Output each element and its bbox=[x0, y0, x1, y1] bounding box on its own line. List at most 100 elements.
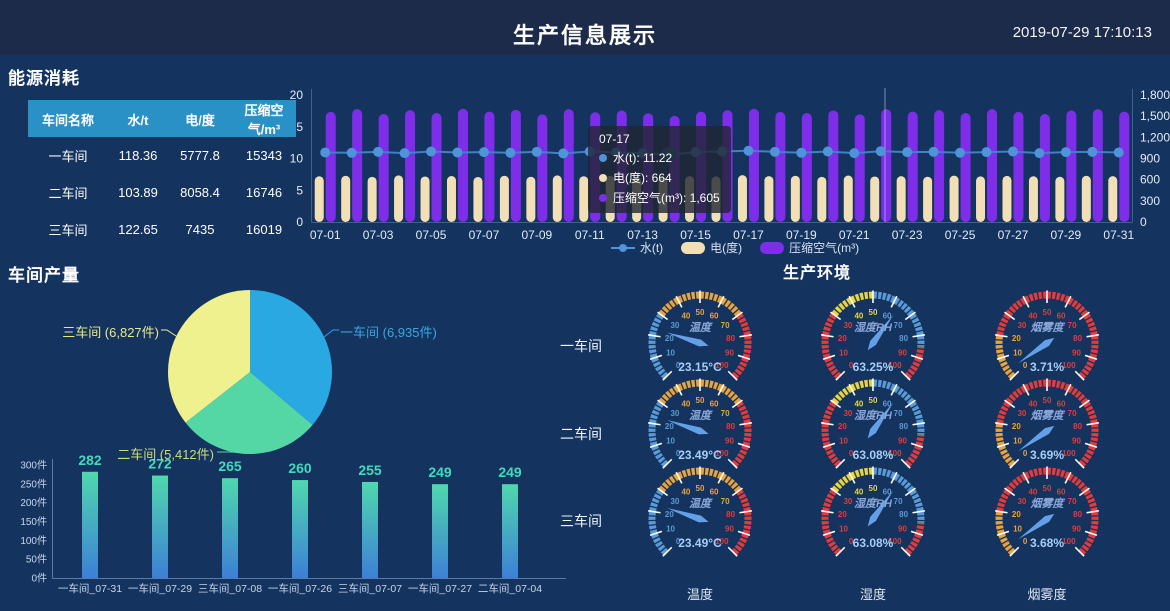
svg-text:70: 70 bbox=[1068, 321, 1077, 330]
svg-text:10: 10 bbox=[839, 525, 848, 534]
svg-text:50: 50 bbox=[696, 484, 705, 493]
svg-text:250件: 250件 bbox=[20, 478, 47, 490]
svg-text:100: 100 bbox=[888, 449, 902, 458]
chart-tooltip: 07-17 水(t): 11.22 电(度): 664 压缩空气(m³): 1,… bbox=[588, 126, 731, 213]
svg-text:80: 80 bbox=[726, 422, 735, 431]
top-output-bar-chart[interactable]: 0件 50件 100件 150件 200件 250件 300件 282 一车间_07-31 272… bbox=[20, 452, 566, 595]
gauge-row-label-workshop1: 一车间 bbox=[560, 338, 602, 354]
svg-text:70: 70 bbox=[894, 497, 903, 506]
svg-text:湿度RH: 湿度RH bbox=[854, 497, 893, 510]
svg-text:0: 0 bbox=[849, 537, 854, 546]
svg-text:900: 900 bbox=[1140, 152, 1160, 166]
svg-text:300件: 300件 bbox=[20, 460, 47, 472]
svg-text:60: 60 bbox=[710, 311, 719, 320]
pie-label-workshop2: 二车间 (5,412件) bbox=[117, 447, 214, 462]
svg-text:07-21: 07-21 bbox=[839, 228, 870, 242]
cell: 118.36 bbox=[118, 148, 158, 163]
svg-text:90: 90 bbox=[725, 437, 734, 446]
legend-item-electricity[interactable]: 电(度) bbox=[681, 239, 742, 256]
svg-text:0: 0 bbox=[676, 537, 681, 546]
svg-text:30: 30 bbox=[1017, 321, 1026, 330]
svg-text:60: 60 bbox=[1057, 399, 1066, 408]
svg-text:07-11: 07-11 bbox=[575, 228, 605, 242]
svg-text:100: 100 bbox=[1062, 449, 1076, 458]
electricity-marker-icon bbox=[599, 173, 607, 182]
tooltip-line: 压缩空气(m³): 1,605 bbox=[613, 191, 720, 205]
svg-text:30: 30 bbox=[1017, 409, 1026, 418]
svg-text:07-19: 07-19 bbox=[786, 228, 817, 242]
svg-text:10: 10 bbox=[666, 525, 675, 534]
svg-text:0件: 0件 bbox=[31, 573, 47, 585]
svg-text:07-23: 07-23 bbox=[892, 228, 923, 242]
svg-text:60: 60 bbox=[883, 399, 892, 408]
svg-text:249: 249 bbox=[428, 464, 452, 480]
gauge-col-label-temperature: 温度 bbox=[686, 587, 713, 602]
gauge-row-label-workshop3: 三车间 bbox=[560, 513, 602, 529]
svg-text:70: 70 bbox=[721, 409, 730, 418]
svg-text:三车间_07-08: 三车间_07-08 bbox=[198, 582, 262, 595]
svg-text:烟雾度: 烟雾度 bbox=[1030, 409, 1066, 422]
workshop-output-pie-chart[interactable] bbox=[161, 290, 339, 454]
svg-text:100: 100 bbox=[715, 449, 729, 458]
energy-table: 车间名称 水/t 电/度 压缩空气/m³ 一车间 118.36 5777.8 1… bbox=[28, 100, 296, 248]
table-row: 三车间 122.65 7435 16019 bbox=[28, 211, 296, 248]
svg-text:60: 60 bbox=[883, 487, 892, 496]
svg-text:100: 100 bbox=[1062, 537, 1076, 546]
svg-text:10: 10 bbox=[839, 437, 848, 446]
svg-text:一车间_07-27: 一车间_07-27 bbox=[408, 582, 472, 595]
svg-text:30: 30 bbox=[843, 409, 852, 418]
svg-text:20: 20 bbox=[838, 334, 847, 343]
svg-text:20: 20 bbox=[838, 510, 847, 519]
svg-text:90: 90 bbox=[1072, 437, 1081, 446]
svg-text:10: 10 bbox=[839, 349, 848, 358]
legend-item-water[interactable]: 水(t) bbox=[610, 239, 663, 256]
legend-item-air[interactable]: 压缩空气(m³) bbox=[760, 239, 859, 256]
svg-text:40: 40 bbox=[854, 311, 863, 320]
pie-label-workshop1: 一车间 (6,935件) bbox=[340, 325, 437, 340]
section-title-output: 车间产量 bbox=[8, 266, 80, 285]
table-row: 一车间 118.36 5777.8 15343 bbox=[28, 137, 296, 174]
chart-legend: 水(t) 电(度) 压缩空气(m³) bbox=[565, 239, 905, 256]
header-bar: 生产信息展示 2019-07-29 17:10:13 bbox=[0, 0, 1170, 54]
svg-text:1,200: 1,200 bbox=[1140, 130, 1170, 144]
svg-text:3.71%: 3.71% bbox=[1030, 360, 1064, 374]
svg-text:温度: 温度 bbox=[689, 409, 713, 422]
svg-text:40: 40 bbox=[681, 399, 690, 408]
svg-text:0: 0 bbox=[1023, 449, 1028, 458]
svg-text:07-09: 07-09 bbox=[521, 228, 552, 242]
svg-text:30: 30 bbox=[843, 497, 852, 506]
svg-text:60: 60 bbox=[883, 311, 892, 320]
svg-text:63.25%: 63.25% bbox=[853, 360, 894, 374]
legend-label: 压缩空气(m³) bbox=[789, 241, 860, 255]
svg-text:70: 70 bbox=[1068, 409, 1077, 418]
svg-text:0: 0 bbox=[1140, 215, 1147, 229]
svg-text:二车间_07-04: 二车间_07-04 bbox=[478, 582, 542, 595]
svg-text:3.69%: 3.69% bbox=[1030, 448, 1064, 462]
cell: 5777.8 bbox=[180, 148, 220, 163]
svg-text:23.15°C: 23.15°C bbox=[678, 360, 722, 374]
svg-text:07-31: 07-31 bbox=[1103, 228, 1134, 242]
cell: 103.89 bbox=[118, 185, 158, 200]
col-header: 车间名称 bbox=[41, 112, 94, 128]
cell: 二车间 bbox=[48, 186, 88, 201]
svg-text:80: 80 bbox=[899, 334, 908, 343]
gauge-col-label-smoke: 烟雾度 bbox=[1027, 587, 1067, 602]
svg-text:烟雾度: 烟雾度 bbox=[1030, 497, 1066, 510]
svg-text:0: 0 bbox=[676, 449, 681, 458]
svg-text:50: 50 bbox=[869, 484, 878, 493]
svg-text:20: 20 bbox=[1012, 422, 1021, 431]
svg-text:07-13: 07-13 bbox=[627, 228, 658, 242]
